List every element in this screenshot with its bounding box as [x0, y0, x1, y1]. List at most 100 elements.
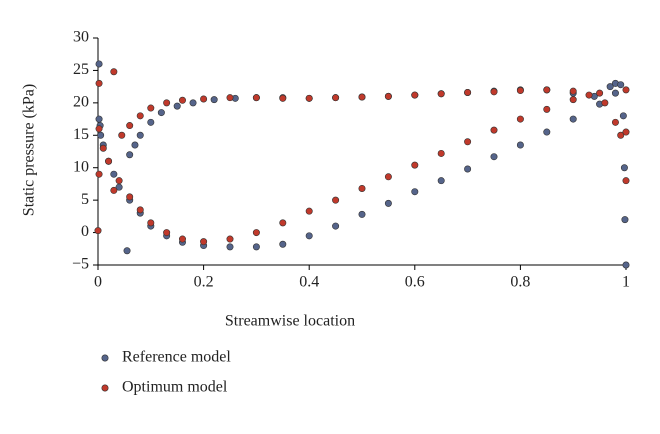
point [123, 247, 131, 255]
point [279, 240, 287, 248]
point [569, 115, 577, 123]
point [437, 177, 445, 185]
point [585, 91, 593, 99]
y-axis-label: Static pressure (kPa) [21, 84, 38, 216]
point [95, 115, 103, 123]
point [157, 109, 165, 117]
point [617, 81, 625, 89]
point [305, 94, 313, 102]
point [490, 126, 498, 134]
x-tick-label: 0.2 [194, 274, 214, 291]
point [200, 238, 208, 246]
point [126, 193, 134, 201]
point [490, 153, 498, 161]
point [147, 118, 155, 126]
x-tick-label: 0 [94, 274, 102, 291]
point [136, 206, 144, 214]
point [147, 104, 155, 112]
point [131, 141, 139, 149]
x-tick-label: 1 [622, 274, 630, 291]
point [126, 151, 134, 159]
point [437, 149, 445, 157]
y-tick-label: 25 [73, 61, 89, 78]
point [620, 164, 628, 172]
point [126, 122, 134, 130]
point [543, 105, 551, 113]
point [110, 186, 118, 194]
point [622, 177, 630, 185]
point [105, 157, 113, 165]
point [516, 141, 524, 149]
point [606, 83, 614, 91]
point [226, 235, 234, 243]
point [490, 88, 498, 96]
point [601, 99, 609, 107]
point [621, 216, 629, 224]
point [569, 87, 577, 95]
y-tick-label: 30 [73, 29, 89, 46]
point [279, 94, 287, 102]
point [358, 210, 366, 218]
point [110, 170, 118, 178]
point [332, 94, 340, 102]
y-tick-label: 10 [73, 158, 89, 175]
point [163, 99, 171, 107]
point [332, 196, 340, 204]
legend-label: Reference model [122, 349, 231, 366]
point [332, 222, 340, 230]
y-tick-label: −5 [72, 256, 89, 273]
point [97, 131, 105, 139]
point [622, 261, 630, 269]
point [411, 188, 419, 196]
point [622, 86, 630, 94]
point [384, 199, 392, 207]
point [464, 88, 472, 96]
point [516, 87, 524, 95]
point [543, 128, 551, 136]
point [358, 93, 366, 101]
point [99, 144, 107, 152]
point [136, 112, 144, 120]
point [226, 94, 234, 102]
point [622, 128, 630, 136]
legend-label: Optimum model [122, 379, 228, 396]
point [411, 161, 419, 169]
x-tick-label: 0.4 [299, 274, 319, 291]
point [118, 131, 126, 139]
x-tick-label: 0.8 [510, 274, 530, 291]
point [95, 125, 103, 133]
legend-marker [101, 384, 109, 392]
point [178, 96, 186, 104]
point [252, 243, 260, 251]
y-tick-label: 0 [81, 223, 89, 240]
point [437, 90, 445, 98]
point [210, 96, 218, 104]
point [411, 91, 419, 99]
point [115, 177, 123, 185]
point [200, 95, 208, 103]
point [189, 99, 197, 107]
point [464, 165, 472, 173]
point [136, 131, 144, 139]
point [305, 207, 313, 215]
point [384, 173, 392, 181]
point [569, 96, 577, 104]
point [516, 115, 524, 123]
x-tick-label: 0.6 [405, 274, 425, 291]
point [279, 219, 287, 227]
point [611, 118, 619, 126]
point [95, 79, 103, 87]
point [163, 229, 171, 237]
point [110, 68, 118, 76]
point [147, 219, 155, 227]
point [384, 92, 392, 100]
x-axis-label: Streamwise location [225, 313, 355, 330]
legend-marker [101, 354, 109, 362]
y-tick-label: 5 [81, 191, 89, 208]
point [95, 170, 103, 178]
point [464, 138, 472, 146]
point [596, 89, 604, 97]
point [178, 235, 186, 243]
y-tick-label: 15 [73, 126, 89, 143]
